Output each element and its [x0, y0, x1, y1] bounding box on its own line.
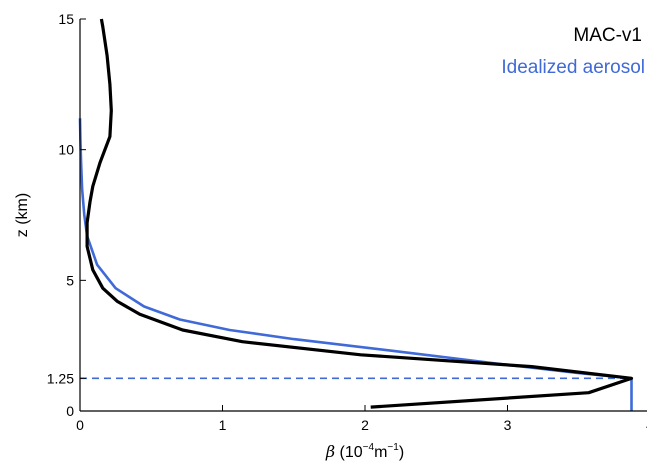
y-axis-label: z (km)	[14, 193, 31, 237]
plot-area	[78, 18, 634, 411]
x-axis-label-exp1: −4	[363, 442, 375, 453]
y-tick-label: 1.25	[47, 370, 74, 386]
x-axis-label-unit-open: (10	[335, 444, 363, 461]
y-tick-label: 10	[58, 142, 74, 158]
x-axis-label-mid: m	[374, 444, 387, 461]
axes	[79, 19, 647, 412]
legend: MAC-v1 Idealized aerosol	[501, 25, 645, 78]
series-line-mac-v1	[85, 18, 634, 409]
x-axis-label: β (10−4m−1)	[325, 442, 404, 461]
x-axis-label-unit-close: )	[399, 444, 404, 461]
y-tick-label: 0	[66, 403, 74, 419]
x-tick-label: 3	[504, 417, 512, 433]
x-axis-label-exp2: −1	[387, 442, 399, 453]
legend-entry-mac: MAC-v1	[573, 25, 642, 46]
x-tick-label: 2	[361, 417, 369, 433]
x-tick-label: 0	[76, 417, 84, 433]
x-tick-label: 1	[219, 417, 227, 433]
y-tick-label: 15	[58, 11, 74, 27]
y-tick-label: 5	[66, 272, 74, 288]
legend-entry-idealized: Idealized aerosol	[501, 57, 645, 78]
x-axis-label-symbol: β	[325, 442, 335, 461]
